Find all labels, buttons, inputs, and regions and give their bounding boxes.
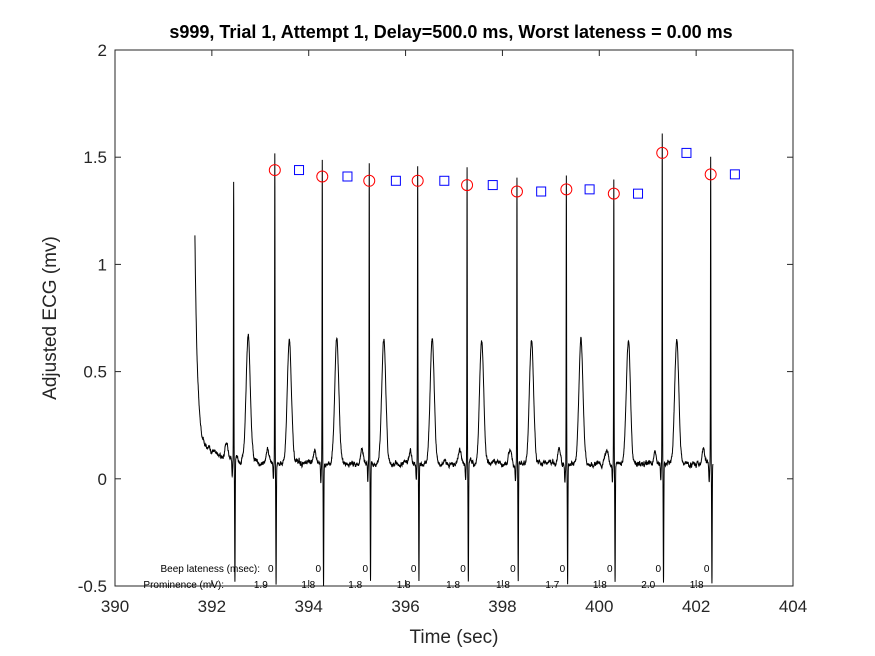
prominence-value: 1.8	[301, 580, 315, 591]
plot-area-box	[114, 49, 794, 587]
beep-lateness-value: 0	[362, 564, 368, 575]
prominence-value: 1.8	[496, 580, 510, 591]
prominence-value: 1.7	[545, 580, 559, 591]
prominence-value: 1.8	[593, 580, 607, 591]
beep-lateness-value: 0	[560, 564, 566, 575]
x-tick-label: 396	[391, 597, 419, 616]
beep-square	[439, 175, 450, 186]
r-peak-circle	[363, 174, 376, 187]
r-peak-circle	[461, 179, 474, 192]
prominence-value: 1.8	[690, 580, 704, 591]
prominence-label: Prominence (mV):	[143, 580, 224, 591]
y-axis-ticks: -0.5 0 0.5 1 1.5 2	[78, 41, 793, 596]
x-tick-label: 404	[779, 597, 807, 616]
chart-title: s999, Trial 1, Attempt 1, Delay=500.0 ms…	[169, 22, 732, 42]
y-tick-label: 1.5	[83, 148, 107, 167]
x-axis-title: Time (sec)	[409, 627, 498, 648]
beep-square	[342, 171, 353, 182]
r-peak-circle	[560, 183, 573, 196]
r-peak-circle	[607, 187, 620, 200]
ecg-trace-line	[194, 133, 714, 586]
beep-lateness-value: 0	[460, 564, 466, 575]
beep-square	[536, 186, 547, 197]
r-peak-markers	[268, 146, 717, 200]
r-peak-circle	[316, 170, 329, 183]
x-tick-label: 392	[198, 597, 226, 616]
r-peak-circle	[704, 168, 717, 181]
beep-square	[487, 180, 498, 191]
x-tick-label: 400	[585, 597, 613, 616]
r-peak-circle	[268, 164, 281, 177]
beep-lateness-value: 0	[655, 564, 661, 575]
x-tick-label: 394	[295, 597, 323, 616]
prominence-value: 1.8	[348, 580, 362, 591]
prominence-value: 1.9	[254, 580, 268, 591]
prominence-value: 1.8	[446, 580, 460, 591]
y-tick-label: 1	[98, 255, 107, 274]
beep-square	[390, 175, 401, 186]
beep-lateness-value: 0	[510, 564, 516, 575]
beep-square	[681, 147, 692, 158]
x-tick-label: 402	[682, 597, 710, 616]
beep-square	[729, 169, 740, 180]
beep-square	[633, 188, 644, 199]
x-axis-ticks: 390 392 394 396 398 400 402 404	[101, 50, 807, 616]
beep-square	[584, 184, 595, 195]
beep-lateness-value: 0	[607, 564, 613, 575]
x-tick-label: 398	[488, 597, 516, 616]
prominence-value: 1.8	[397, 580, 411, 591]
r-peak-circle	[411, 174, 424, 187]
beep-square	[294, 165, 305, 176]
beep-lateness-label: Beep lateness (msec):	[161, 564, 261, 575]
y-tick-label: 2	[98, 41, 107, 60]
beep-lateness-value: 0	[704, 564, 710, 575]
x-tick-label: 390	[101, 597, 129, 616]
y-tick-label: 0	[98, 470, 107, 489]
y-tick-label: 0.5	[83, 363, 107, 382]
annotations: Beep lateness (msec): Prominence (mV): 0…	[143, 564, 709, 591]
r-peak-circle	[656, 146, 669, 159]
beep-lateness-value: 0	[411, 564, 417, 575]
r-peak-circle	[510, 185, 523, 198]
beep-lateness-value: 0	[315, 564, 321, 575]
y-axis-title: Adjusted ECG (mv)	[40, 236, 61, 400]
beep-lateness-value: 0	[268, 564, 274, 575]
beep-markers	[294, 147, 740, 199]
y-tick-label: -0.5	[78, 577, 107, 596]
prominence-value: 2.0	[641, 580, 655, 591]
